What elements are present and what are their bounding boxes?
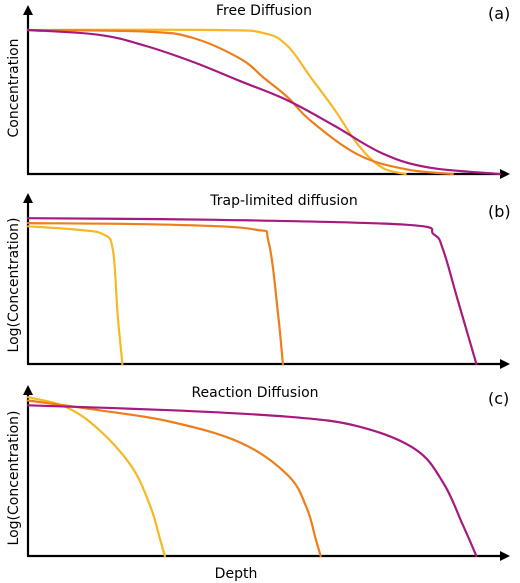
y-axis-label: Concentration <box>6 38 22 137</box>
panel-free-diffusion: Free Diffusion (a) Concentration <box>6 3 510 179</box>
series-line-1 <box>26 28 407 176</box>
panel-label: (a) <box>488 4 510 23</box>
series-line-2 <box>26 222 284 366</box>
panel-title: Free Diffusion <box>216 3 312 19</box>
series-line-1 <box>26 225 124 366</box>
y-axis-label: Log(Concentration) <box>6 411 22 546</box>
series-line-1 <box>26 396 166 558</box>
panel-label: (c) <box>488 389 509 408</box>
panel-title: Trap-limited diffusion <box>209 193 357 209</box>
series-layer <box>26 396 478 558</box>
series-line-3 <box>26 28 502 176</box>
series-line-2 <box>26 399 322 558</box>
y-axis-label: Log(Concentration) <box>6 218 22 353</box>
panel-trap-limited-diffusion: Trap-limited diffusion (b) Log(Concentra… <box>6 193 511 369</box>
series-line-3 <box>26 404 478 558</box>
series-layer <box>26 28 502 176</box>
series-line-3 <box>26 217 478 366</box>
x-axis-label: Depth <box>215 566 258 582</box>
series-layer <box>26 217 478 366</box>
panel-reaction-diffusion: Reaction Diffusion (c) Log(Concentration… <box>6 385 510 582</box>
panel-title: Reaction Diffusion <box>191 385 318 401</box>
series-line-2 <box>26 28 454 176</box>
panel-label: (b) <box>488 202 511 221</box>
